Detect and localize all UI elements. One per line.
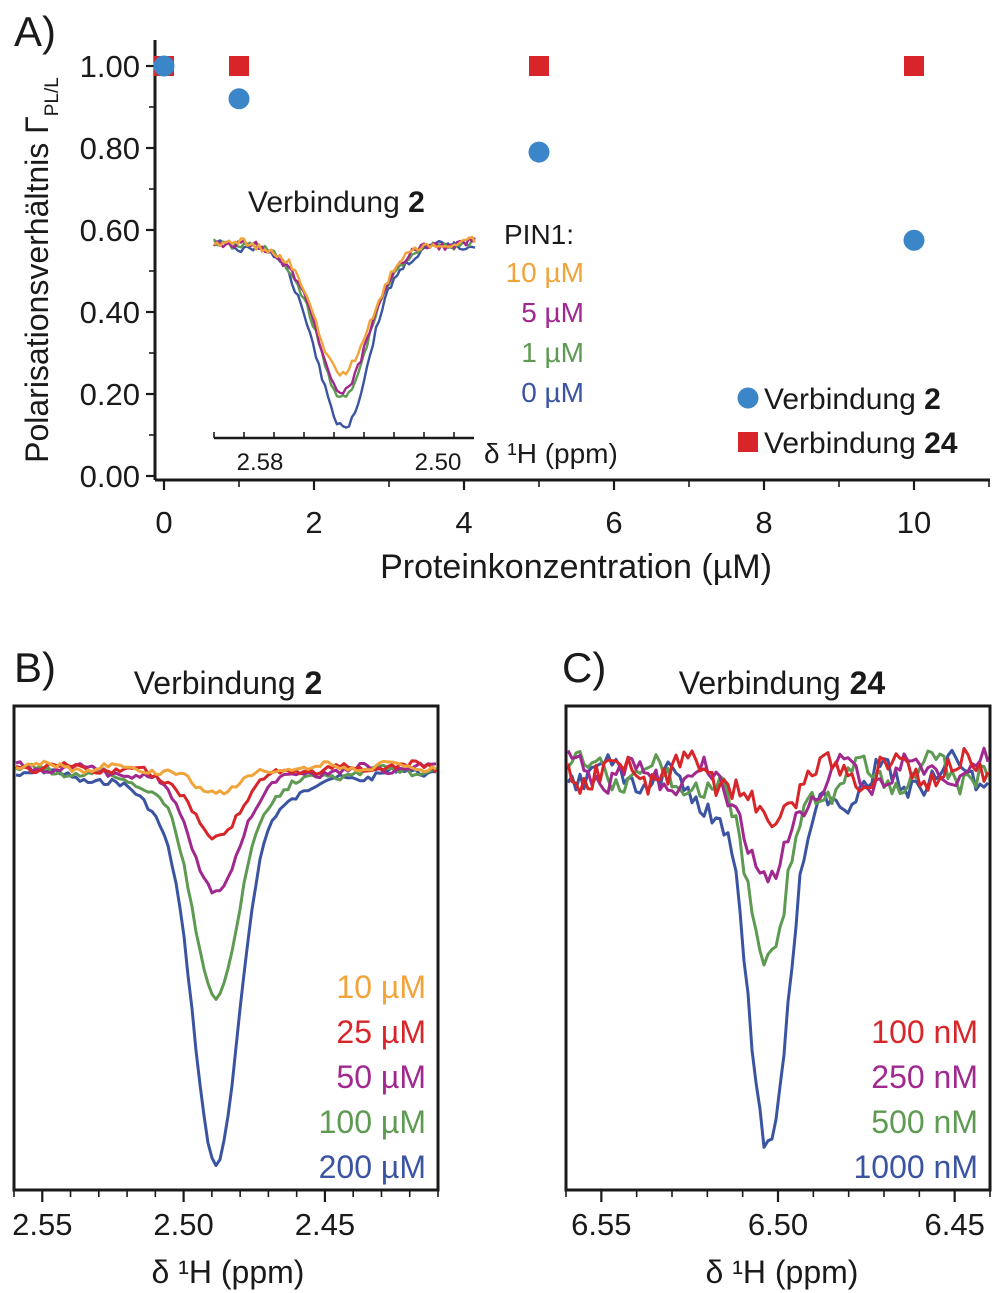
panel-a-inset: Verbindung 2 2.58 2.50 δ ¹H (ppm) PIN1: 1… (212, 186, 618, 476)
spectrum-line (566, 747, 990, 829)
panel-a-y-tick-label: 0.00 (80, 459, 140, 494)
data-point-square (229, 56, 249, 76)
panel-b: B) Verbindung 2 2.55 2.50 2.45 10 µM 25 µM 5… (12, 644, 440, 1290)
inset-x-label: δ ¹H (ppm) (484, 438, 618, 469)
panel-c-legend: 100 nM 250 nM 500 nM 1000 nM (853, 1014, 978, 1185)
legend-circle-marker (737, 387, 759, 409)
inset-spectrum-line (213, 235, 477, 377)
legend-entry: 1000 nM (853, 1149, 978, 1185)
panel-c-label: C) (562, 644, 606, 691)
inset-x-tick-label: 2.50 (415, 449, 462, 476)
x-tick-label: 6.45 (924, 1207, 984, 1242)
panel-c: C) Verbindung 24 6.55 6.50 6.45 100 nM 250 … (562, 644, 992, 1290)
panel-a-y-label: Polarisationsverhältnis ΓPL/L (19, 77, 63, 463)
spectrum-line (15, 759, 438, 841)
data-point-square (529, 56, 549, 76)
inset-legend: 10 µM 5 µM 1 µM 0 µM (506, 257, 584, 408)
legend-entry: 25 µM (336, 1014, 426, 1050)
inset-spectrum-line (212, 236, 476, 395)
panel-a-y-tick-label: 0.20 (80, 377, 140, 412)
data-point-circle (228, 88, 250, 110)
panel-a-data-points (153, 55, 925, 251)
data-point-square (904, 56, 924, 76)
x-tick-label: 2.55 (12, 1207, 72, 1242)
panel-a-x-label: Proteinkonzentration (µM) (380, 548, 772, 586)
panel-b-title: Verbindung 2 (134, 665, 323, 701)
inset-legend-entry: 1 µM (521, 337, 584, 368)
inset-legend-entry: 5 µM (521, 297, 584, 328)
panel-a-x-tick-label: 8 (755, 505, 772, 540)
inset-title: Verbindung 2 (248, 186, 425, 219)
spectrum-line (566, 746, 990, 884)
legend-entry: 100 µM (319, 1104, 426, 1140)
legend-entry: 500 nM (871, 1104, 978, 1140)
legend-entry: 100 nM (871, 1014, 978, 1050)
legend-entry-label: Verbindung 24 (764, 427, 958, 460)
data-point-circle (528, 141, 550, 163)
panel-a-x-tick-label: 2 (305, 505, 322, 540)
panel-a-x-tick-label: 6 (605, 505, 622, 540)
panel-a-y-label-main: Polarisationsverhältnis Γ (19, 116, 55, 463)
panel-c-x-ticks: 6.55 6.50 6.45 (565, 1190, 991, 1242)
spectrum-line (15, 760, 437, 895)
panel-b-frame (12, 704, 440, 1192)
panel-a-y-tick-label: 0.80 (80, 131, 140, 166)
legend-entry: 250 nM (871, 1059, 978, 1095)
panel-a-x-tick-label: 4 (455, 505, 472, 540)
panel-b-x-ticks: 2.55 2.50 2.45 (12, 1190, 439, 1242)
inset-legend-title: PIN1: (504, 219, 574, 250)
panel-a-label: A) (14, 8, 56, 55)
panel-a-x-tick-label: 10 (897, 505, 931, 540)
inset-spectrum-line (213, 239, 476, 429)
spectrum-line (566, 748, 990, 1149)
inset-legend-entry: 10 µM (506, 257, 584, 288)
panel-c-curves (566, 746, 990, 1149)
panel-c-title: Verbindung 24 (679, 665, 886, 701)
data-point-circle (903, 229, 925, 251)
legend-square-marker (738, 432, 758, 452)
panel-a-y-ticks: 0.00 0.20 0.40 0.60 0.80 1.00 (80, 49, 155, 494)
inset-x-ticks: 2.58 2.50 (213, 432, 462, 476)
x-tick-label: 6.50 (748, 1207, 808, 1242)
inset-legend-entry: 0 µM (521, 377, 584, 408)
spectrum-line (15, 759, 437, 796)
legend-entry-label: Verbindung 2 (764, 383, 941, 416)
panel-a: A) 0.00 0.20 0.40 0.60 0.80 1.00 0 2 4 6 8 10 Prot… (14, 8, 990, 586)
panel-a-x-tick-label: 0 (155, 505, 172, 540)
panel-b-label: B) (14, 644, 56, 691)
x-tick-label: 6.55 (571, 1207, 631, 1242)
panel-a-y-tick-label: 1.00 (80, 49, 140, 84)
x-tick-label: 2.45 (295, 1207, 355, 1242)
panel-a-legend: Verbindung 2 Verbindung 24 (737, 383, 958, 460)
panel-a-y-label-sub: PL/L (42, 77, 63, 116)
panel-a-x-ticks: 0 2 4 6 8 10 (155, 480, 990, 540)
legend-entry: 10 µM (336, 969, 426, 1005)
panel-b-legend: 10 µM 25 µM 50 µM 100 µM 200 µM (319, 969, 426, 1185)
panel-b-curves (15, 759, 438, 1168)
panel-b-x-label: δ ¹H (ppm) (152, 1254, 305, 1290)
spectrum-line (15, 765, 437, 1168)
panel-c-x-label: δ ¹H (ppm) (706, 1254, 859, 1290)
panel-a-y-tick-label: 0.60 (80, 213, 140, 248)
svg-text:Polarisationsverhältnis ΓPL/L: Polarisationsverhältnis ΓPL/L (19, 77, 63, 463)
panel-a-y-tick-label: 0.40 (80, 295, 140, 330)
legend-entry: 50 µM (336, 1059, 426, 1095)
data-point-circle (153, 55, 175, 77)
x-tick-label: 2.50 (153, 1207, 213, 1242)
inset-x-tick-label: 2.58 (237, 449, 284, 476)
inset-curves (212, 235, 477, 429)
legend-entry: 200 µM (319, 1149, 426, 1185)
